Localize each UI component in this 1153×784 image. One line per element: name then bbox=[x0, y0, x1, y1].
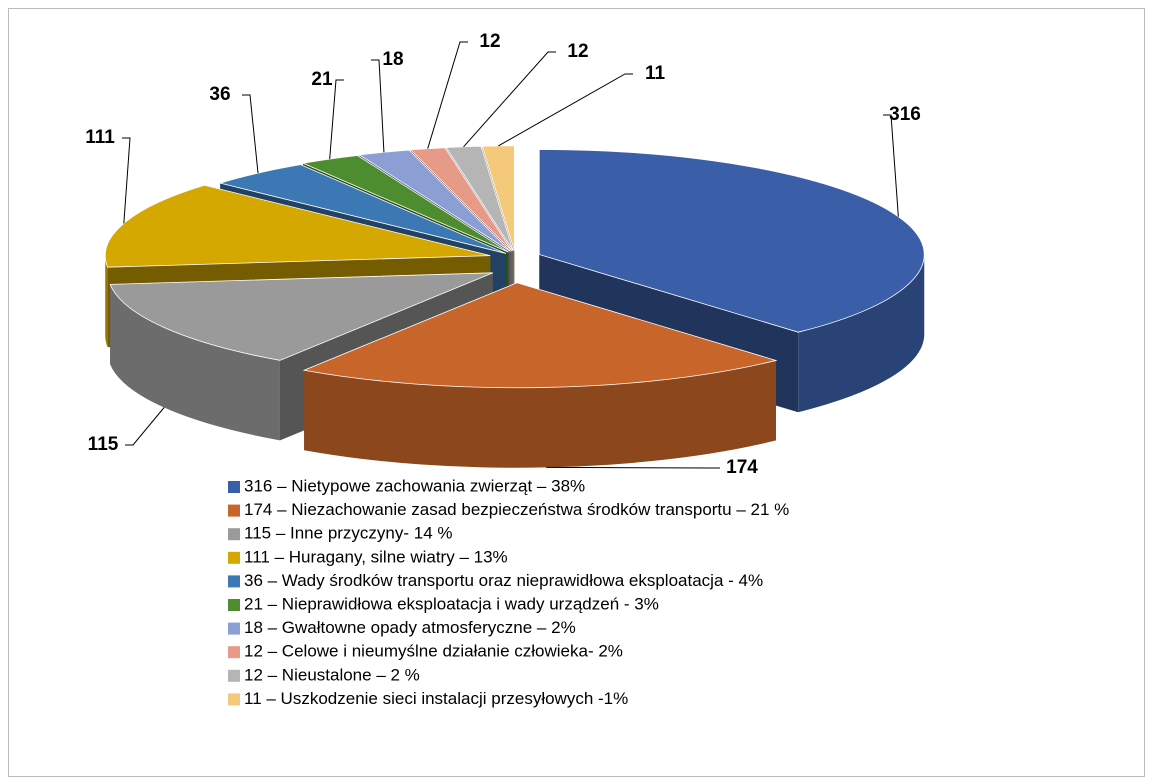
leader-line bbox=[427, 41, 468, 149]
data-label: 316 bbox=[889, 104, 921, 125]
slice-top bbox=[302, 282, 778, 389]
data-label: 174 bbox=[726, 457, 758, 478]
slice-top bbox=[109, 272, 493, 361]
legend-label: 21 – Nieprawidłowa eksploatacja i wady u… bbox=[244, 594, 659, 613]
legend-label: 174 – Niezachowanie zasad bezpieczeństwa… bbox=[244, 500, 789, 519]
slice-wall bbox=[798, 254, 925, 413]
leader-line bbox=[883, 114, 899, 217]
legend-swatch bbox=[228, 693, 240, 706]
slice-top bbox=[301, 155, 509, 253]
legend-swatch bbox=[228, 575, 240, 588]
legend-swatch bbox=[228, 528, 240, 541]
data-label: 36 bbox=[209, 84, 230, 105]
leader-line bbox=[498, 73, 633, 147]
data-label: 11 bbox=[645, 63, 666, 84]
legend-swatch bbox=[228, 504, 240, 517]
data-label: 12 bbox=[479, 31, 500, 52]
leader-line bbox=[125, 407, 165, 446]
leader-line bbox=[242, 94, 259, 174]
pie-slice bbox=[302, 282, 778, 468]
legend-label: 12 – Nieustalone – 2 % bbox=[244, 665, 420, 684]
slice-top bbox=[358, 149, 511, 252]
leader-line bbox=[329, 79, 344, 160]
leader-line bbox=[463, 51, 556, 148]
legend-swatch bbox=[228, 599, 240, 611]
data-label: 21 bbox=[311, 69, 333, 90]
legend-swatch bbox=[228, 551, 240, 564]
slice-top bbox=[481, 145, 515, 251]
legend-swatch bbox=[228, 622, 240, 635]
leader-line bbox=[371, 59, 385, 153]
legend-label: 18 – Gwałtowne opady atmosferyczne – 2% bbox=[244, 618, 576, 637]
legend-swatch bbox=[228, 646, 240, 659]
slice-wall bbox=[304, 360, 776, 468]
legend-label: 316 – Nietypowe zachowania zwierząt – 38… bbox=[244, 476, 585, 495]
slice-wall bbox=[110, 284, 280, 441]
legend-label: 115 – Inne przyczyny- 14 % bbox=[244, 524, 453, 543]
slice-top bbox=[538, 149, 925, 333]
slice-top bbox=[218, 164, 507, 254]
slice-wall bbox=[105, 255, 108, 348]
legend-label: 12 – Celowe i nieumyślne działanie człow… bbox=[244, 642, 623, 661]
legend-label: 11 – Uszkodzenie sieci instalacji przesy… bbox=[244, 689, 628, 708]
data-label: 18 bbox=[382, 49, 403, 70]
legend-label: 111 – Huragany, silne wiatry – 13% bbox=[244, 547, 508, 566]
legend-label: 36 – Wady środków transportu oraz niepra… bbox=[244, 571, 763, 590]
data-label: 111 bbox=[85, 127, 115, 148]
data-label: 115 bbox=[88, 434, 119, 455]
legend-swatch bbox=[228, 481, 240, 493]
leader-line bbox=[122, 137, 131, 224]
legend-swatch bbox=[228, 669, 240, 682]
leader-line bbox=[546, 466, 720, 469]
data-label: 12 bbox=[567, 41, 588, 62]
